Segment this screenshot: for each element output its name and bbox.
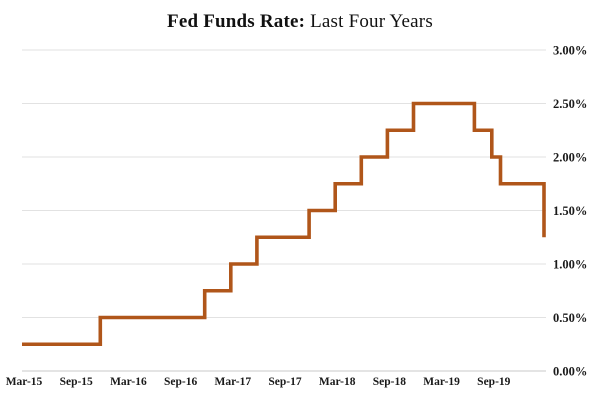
x-tick-label: Sep-16 — [164, 376, 197, 388]
x-tick-label: Mar-15 — [6, 376, 43, 388]
x-tick-label: Mar-16 — [110, 376, 147, 388]
x-tick-label: Mar-19 — [423, 376, 460, 388]
chart-title-emphasis: Fed Funds Rate: — [167, 11, 306, 32]
y-tick-label: 2.50% — [553, 97, 587, 111]
x-tick-label: Sep-15 — [60, 376, 93, 388]
x-tick-label: Sep-17 — [268, 376, 301, 388]
chart-title-rest: Last Four Years — [305, 11, 433, 32]
x-tick-label: Mar-17 — [214, 376, 251, 388]
y-tick-label: 1.00% — [553, 258, 587, 272]
y-tick-label: 1.50% — [553, 204, 587, 218]
x-tick-label: Sep-19 — [477, 376, 510, 388]
y-tick-label: 0.00% — [553, 365, 587, 379]
x-tick-label: Sep-18 — [373, 376, 406, 388]
fed-funds-rate-step-line — [22, 101, 546, 347]
y-tick-label: 0.50% — [553, 311, 587, 325]
x-tick-label: Mar-18 — [319, 376, 356, 388]
y-tick-label: 2.00% — [553, 151, 587, 165]
chart-title: Fed Funds Rate: Last Four Years — [0, 11, 600, 33]
y-tick-label: 3.00% — [553, 44, 587, 58]
